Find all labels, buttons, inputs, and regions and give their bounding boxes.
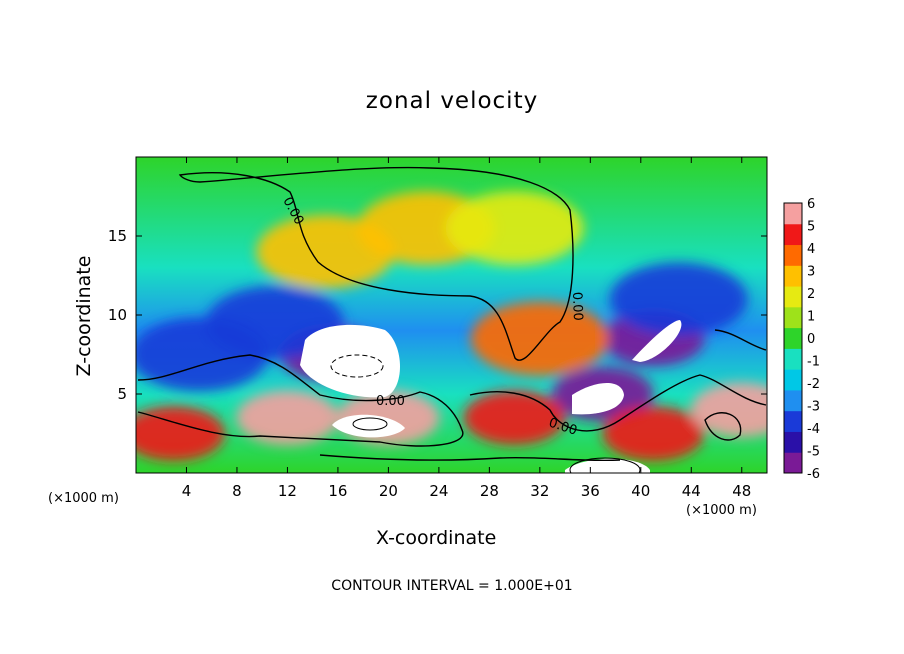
colorbar-tick-label: -2 [807,377,820,392]
colorbar-swatch [784,265,802,287]
colorbar-frame [783,202,803,474]
colorbar-swatch [784,223,802,246]
colorbar-swatch [784,389,802,412]
velocity-maximum [470,301,609,376]
zero-contour-right [714,329,767,351]
colorbar-swatch [784,431,802,453]
colorbar-tick-label: 4 [807,242,815,257]
zero-contour-middle [137,354,464,447]
velocity-minimum [609,262,748,337]
colorbar-swatch [784,203,802,225]
colorbar-tick-label: 5 [807,220,815,235]
x-tick-label: 36 [581,482,600,500]
x-tick-label: 12 [278,482,297,500]
colorbar-swatch [784,306,802,329]
colorbar-swatch [784,286,802,308]
x-axis-label: X-coordinate [376,527,497,549]
out-of-range-region [565,458,650,473]
contour-label: 0.00 [376,394,405,409]
y-tick-label: 5 [117,385,127,403]
velocity-minimum [136,317,269,392]
velocity-field [136,191,767,461]
zero-contours [137,166,767,473]
dashed-contour-left [330,354,384,378]
colorbar: 6 5 4 3 2 1 0 -1 -2 -3 -4 -5 -6 [783,197,820,482]
x-tick-label: 16 [328,482,347,500]
x-tick-label: 40 [631,482,650,500]
x-tick-label: 8 [232,482,242,500]
velocity-maximum [236,390,339,445]
x-axis: 4 8 12 16 20 24 28 32 36 40 44 48 [182,157,751,500]
colorbar-tick-label: 6 [807,197,815,212]
y-axis-label: Z-coordinate [73,255,95,377]
colorbar-tick-label: -1 [807,355,820,370]
colorbar-tick-label: -6 [807,467,820,482]
contour-label: 0.00 [569,292,585,321]
zero-contour-upper [178,166,574,361]
out-of-range-region [572,382,624,415]
plot-area: 0.00 0.00 0.00 0.00 [136,157,767,473]
x-axis-unit-right: (×1000 m) [686,503,757,518]
colorbar-swatch [784,348,802,370]
x-tick-label: 28 [480,482,499,500]
colorbar-swatch [784,369,802,391]
x-tick-label: 48 [732,482,751,500]
out-of-range-region [332,414,405,438]
out-of-range-region [300,324,400,398]
colorbar-tick-label: -4 [807,422,820,437]
velocity-maximum [136,406,225,461]
x-tick-label: 4 [182,482,192,500]
colorbar-swatch [784,244,802,266]
zero-contour-small-right [704,412,742,441]
contour-ellipse-bottom [569,457,641,473]
zero-contour-lower [469,374,767,432]
y-tick-label: 15 [108,227,127,245]
x-tick-label: 20 [379,482,398,500]
colorbar-tick-label: 3 [807,265,815,280]
y-axis: 5 10 15 [108,227,767,403]
velocity-maximum [256,215,395,289]
contour-interval-note: CONTOUR INTERVAL = 1.000E+01 [331,578,573,594]
colorbar-tick-label: -3 [807,400,820,415]
velocity-minimum [445,191,584,265]
colorbar-tick-label: -5 [807,445,820,460]
colorbar-tick-label: 1 [807,310,815,325]
chart-title: zonal velocity [365,88,539,114]
x-tick-label: 44 [682,482,701,500]
x-tick-label: 24 [429,482,448,500]
y-tick-label: 10 [108,306,127,324]
contour-ellipse-center [352,417,388,431]
colorbar-swatch [784,410,802,432]
colorbar-tick-label: 2 [807,287,815,302]
x-tick-label: 32 [530,482,549,500]
velocity-maximum [690,382,767,437]
out-of-range-region [632,320,682,362]
colorbar-swatch [784,327,802,349]
velocity-maximum [602,406,705,461]
out-of-range-regions [300,320,682,473]
x-axis-unit-left: (×1000 m) [48,491,119,506]
zero-contour-bottom [319,454,621,462]
colorbar-swatch [784,452,802,474]
colorbar-tick-label: 0 [807,332,815,347]
velocity-maximum [463,390,566,445]
